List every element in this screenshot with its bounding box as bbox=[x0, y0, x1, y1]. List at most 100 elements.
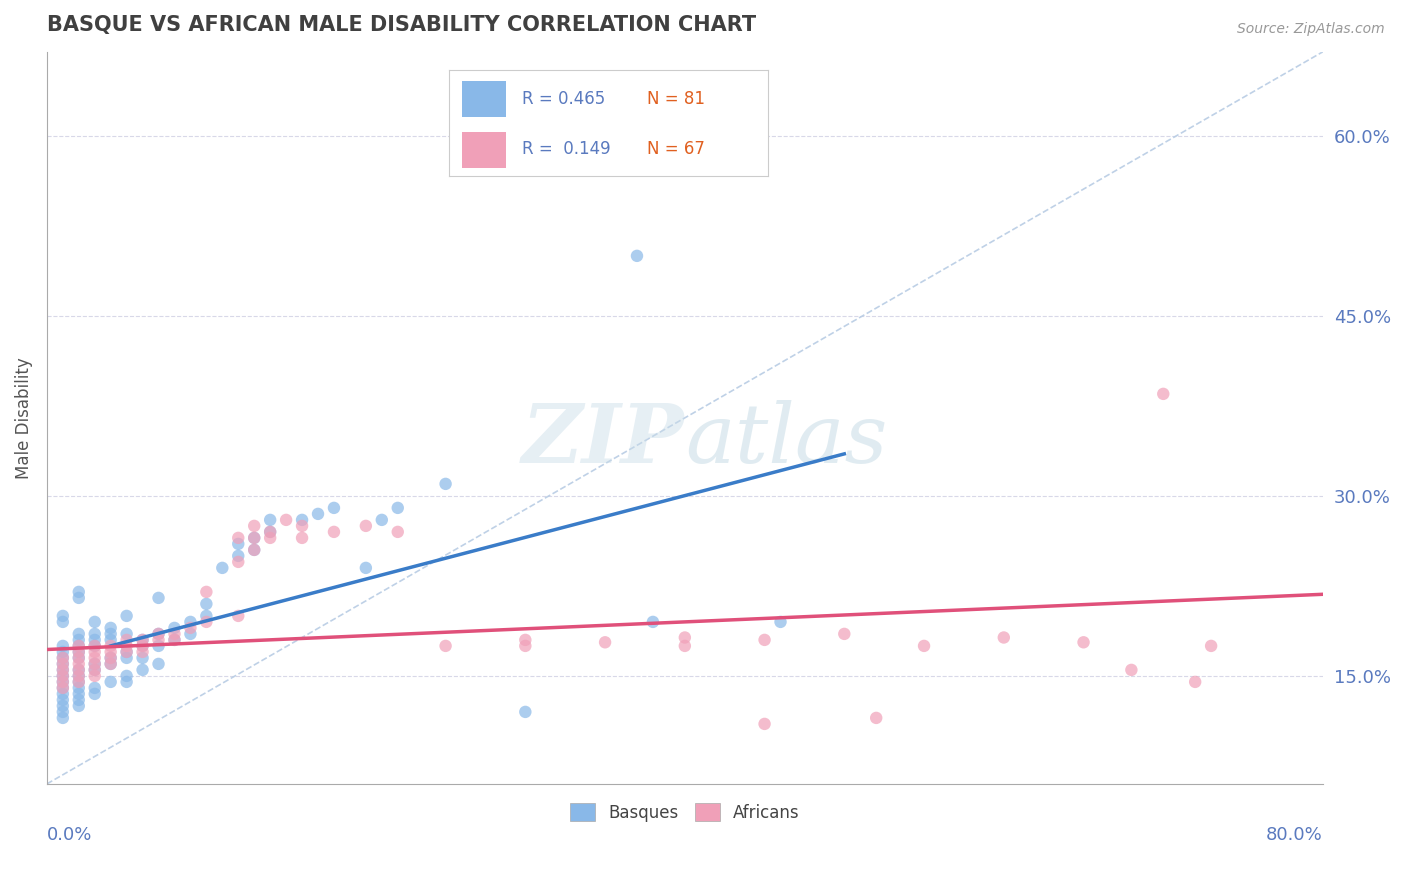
Point bbox=[323, 524, 346, 539]
Point bbox=[195, 615, 218, 629]
Point bbox=[226, 549, 249, 563]
Text: ZIP: ZIP bbox=[522, 400, 685, 480]
Point bbox=[67, 645, 90, 659]
Point bbox=[163, 627, 186, 641]
Point bbox=[387, 524, 409, 539]
Point bbox=[100, 651, 122, 665]
Point bbox=[131, 632, 153, 647]
Point bbox=[259, 513, 281, 527]
Point bbox=[67, 645, 90, 659]
Point bbox=[83, 639, 105, 653]
Point bbox=[354, 519, 377, 533]
Point bbox=[67, 674, 90, 689]
Point bbox=[673, 639, 696, 653]
Point bbox=[67, 669, 90, 683]
Point bbox=[115, 632, 138, 647]
Point bbox=[195, 585, 218, 599]
Point bbox=[243, 531, 266, 545]
Point bbox=[67, 663, 90, 677]
Point bbox=[83, 681, 105, 695]
Point bbox=[52, 651, 75, 665]
Point bbox=[131, 651, 153, 665]
Point bbox=[163, 621, 186, 635]
Point bbox=[100, 627, 122, 641]
Point bbox=[52, 705, 75, 719]
Legend: Basques, Africans: Basques, Africans bbox=[562, 797, 807, 829]
Point bbox=[179, 627, 201, 641]
Point bbox=[52, 608, 75, 623]
Point bbox=[1152, 387, 1174, 401]
Point bbox=[115, 669, 138, 683]
Point bbox=[1199, 639, 1222, 653]
Point bbox=[52, 681, 75, 695]
Point bbox=[100, 645, 122, 659]
Point bbox=[52, 645, 75, 659]
Point bbox=[52, 615, 75, 629]
Point bbox=[243, 519, 266, 533]
Point bbox=[163, 632, 186, 647]
Point bbox=[515, 705, 537, 719]
Text: 0.0%: 0.0% bbox=[46, 826, 93, 844]
Point bbox=[291, 513, 314, 527]
Point bbox=[259, 524, 281, 539]
Point bbox=[163, 632, 186, 647]
Point bbox=[67, 639, 90, 653]
Point bbox=[226, 537, 249, 551]
Point bbox=[673, 631, 696, 645]
Point bbox=[83, 663, 105, 677]
Point bbox=[100, 632, 122, 647]
Point bbox=[52, 674, 75, 689]
Point bbox=[67, 651, 90, 665]
Point bbox=[371, 513, 394, 527]
Point bbox=[131, 639, 153, 653]
Point bbox=[83, 657, 105, 671]
Point bbox=[100, 657, 122, 671]
Point bbox=[100, 657, 122, 671]
Point bbox=[52, 651, 75, 665]
Point bbox=[131, 632, 153, 647]
Point bbox=[148, 632, 170, 647]
Point bbox=[115, 608, 138, 623]
Point bbox=[52, 669, 75, 683]
Point bbox=[243, 542, 266, 557]
Point bbox=[626, 249, 648, 263]
Point bbox=[52, 711, 75, 725]
Point bbox=[387, 500, 409, 515]
Point bbox=[67, 687, 90, 701]
Point bbox=[52, 681, 75, 695]
Point bbox=[259, 531, 281, 545]
Point bbox=[100, 621, 122, 635]
Point bbox=[226, 555, 249, 569]
Point bbox=[434, 639, 457, 653]
Point bbox=[148, 591, 170, 605]
Point bbox=[993, 631, 1015, 645]
Point bbox=[243, 542, 266, 557]
Point bbox=[131, 645, 153, 659]
Point bbox=[515, 632, 537, 647]
Point bbox=[83, 645, 105, 659]
Point bbox=[131, 663, 153, 677]
Point bbox=[148, 627, 170, 641]
Point bbox=[67, 663, 90, 677]
Point bbox=[754, 717, 776, 731]
Point bbox=[83, 615, 105, 629]
Point bbox=[115, 674, 138, 689]
Point bbox=[434, 476, 457, 491]
Point bbox=[834, 627, 856, 641]
Point bbox=[52, 687, 75, 701]
Point bbox=[67, 627, 90, 641]
Point bbox=[179, 615, 201, 629]
Point bbox=[67, 651, 90, 665]
Point bbox=[323, 500, 346, 515]
Point bbox=[754, 632, 776, 647]
Point bbox=[67, 591, 90, 605]
Point bbox=[67, 657, 90, 671]
Point bbox=[115, 639, 138, 653]
Point bbox=[83, 663, 105, 677]
Point bbox=[148, 657, 170, 671]
Point bbox=[195, 608, 218, 623]
Point bbox=[100, 639, 122, 653]
Point bbox=[211, 561, 233, 575]
Text: 80.0%: 80.0% bbox=[1265, 826, 1323, 844]
Point bbox=[179, 621, 201, 635]
